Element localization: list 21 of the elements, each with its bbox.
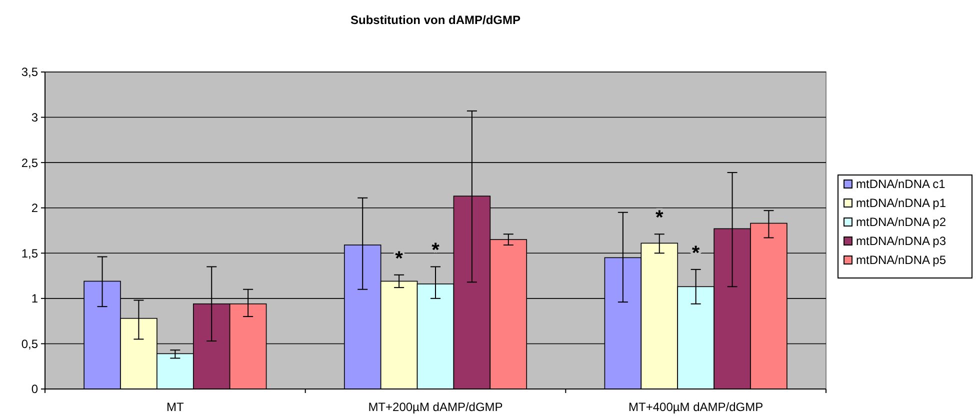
legend-label: mtDNA/nDNA p3 [856, 234, 946, 248]
y-tick-label: 2,5 [21, 156, 38, 170]
legend-label: mtDNA/nDNA p1 [856, 196, 946, 210]
y-tick-label: 2 [31, 201, 38, 216]
x-tick-label: MT+400µM dAMP/dGMP [628, 400, 764, 414]
legend-label: mtDNA/nDNA c1 [856, 177, 946, 192]
data-label: * [692, 242, 700, 264]
data-label: * [395, 248, 404, 270]
y-tick-label: 1,5 [21, 246, 38, 260]
data-label: * [432, 240, 440, 262]
data-label: * [655, 207, 664, 230]
y-tick-label: 3 [31, 110, 38, 124]
x-tick-label: MT [166, 400, 184, 414]
legend-label: mtDNA/nDNA p2 [856, 215, 946, 230]
y-tick-label: 1 [31, 292, 38, 306]
y-tick-label: 0 [31, 382, 38, 396]
x-tick-label: MT+200µM dAMP/dGMP [368, 400, 503, 414]
y-tick-label: 3,5 [21, 65, 38, 80]
legend-label: mtDNA/nDNA p5 [856, 253, 946, 268]
y-tick-label: 0,5 [21, 336, 38, 351]
chart-title: Substitution von dAMP/dGMP [350, 13, 520, 27]
